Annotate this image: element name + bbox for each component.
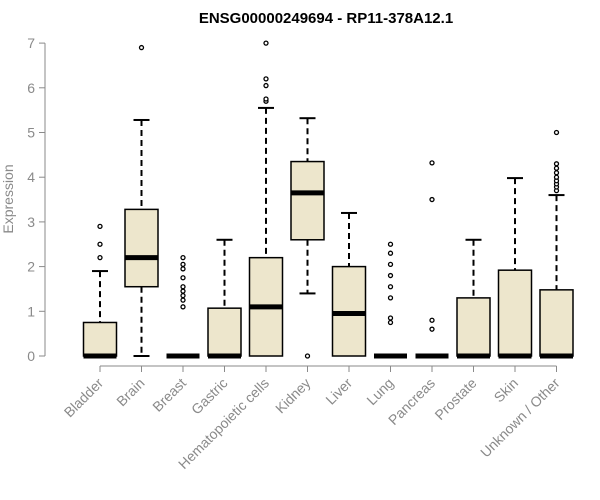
outlier-point (263, 76, 269, 82)
outlier-point (97, 255, 103, 261)
outlier-point (553, 129, 560, 136)
outlier-point (429, 326, 435, 332)
outlier-point (387, 261, 394, 268)
y-tick-label: 7 (27, 35, 35, 51)
outlier-point (263, 82, 269, 89)
y-axis-label: Expression (0, 164, 16, 233)
box-group (248, 40, 284, 357)
y-tick-label: 0 (27, 348, 35, 364)
outlier-point (429, 196, 435, 203)
iqr-box (207, 307, 242, 357)
outlier-point (180, 284, 186, 290)
outlier-point (180, 293, 186, 299)
box-group (207, 238, 242, 359)
chart-title: ENSG00000249694 - RP11-378A12.1 (199, 10, 453, 27)
y-tick-label: 6 (27, 80, 35, 96)
outlier-point (180, 297, 186, 303)
outlier-point (180, 266, 186, 272)
x-tick-label: Breast (149, 375, 189, 415)
x-tick-label: Brain (113, 375, 147, 409)
outlier-point (387, 315, 394, 321)
outlier-point (553, 165, 560, 171)
outlier-point (97, 241, 103, 247)
outlier-point (180, 288, 186, 294)
box-group (456, 238, 491, 359)
box-group (497, 177, 533, 359)
box-group (331, 211, 367, 357)
x-tick-label: Skin (491, 375, 522, 406)
iqr-box (456, 297, 491, 357)
x-tick-label: Prostate (431, 375, 479, 423)
outlier-point (429, 160, 435, 166)
y-tick-label: 2 (27, 259, 35, 275)
iqr-box (497, 269, 533, 357)
outlier-point (180, 261, 186, 268)
iqr-box (290, 160, 325, 241)
y-tick-label: 3 (27, 214, 35, 230)
outlier-point (553, 170, 560, 176)
outlier-point (553, 174, 560, 180)
x-tick-label: Kidney (272, 375, 314, 417)
x-tick-label: Bladder (61, 375, 107, 421)
y-tick-label: 4 (27, 169, 35, 185)
outlier-point (97, 223, 103, 230)
outlier-point (553, 161, 560, 167)
outlier-point (387, 250, 394, 256)
x-tick-label: Liver (322, 375, 355, 408)
iqr-box (539, 289, 574, 357)
outlier-point (263, 96, 269, 102)
iqr-box (82, 321, 118, 357)
box-group (124, 44, 159, 357)
outlier-point (263, 40, 269, 46)
outlier-point (138, 44, 145, 51)
box-group (374, 241, 407, 359)
iqr-box (124, 208, 159, 288)
outlier-point (387, 295, 394, 301)
box-group (166, 255, 200, 359)
outlier-point (180, 255, 186, 261)
outlier-point (387, 241, 394, 247)
box-group (82, 223, 118, 359)
box-group (415, 160, 449, 359)
y-tick-label: 1 (27, 303, 35, 319)
outlier-point (387, 284, 394, 290)
outlier-point (304, 353, 311, 359)
outlier-point (387, 319, 394, 326)
outlier-point (387, 272, 394, 279)
y-tick-label: 5 (27, 125, 35, 141)
box-group (539, 129, 574, 359)
x-tick-label: Unknown / Other (477, 375, 563, 461)
outlier-point (180, 304, 186, 310)
box-group (290, 117, 325, 359)
outlier-point (180, 275, 186, 281)
outlier-point (429, 317, 435, 323)
y-axis: 0 1 2 3 4 5 6 7 (27, 35, 46, 364)
boxes (82, 40, 574, 359)
x-tick-label: Lung (363, 375, 396, 408)
